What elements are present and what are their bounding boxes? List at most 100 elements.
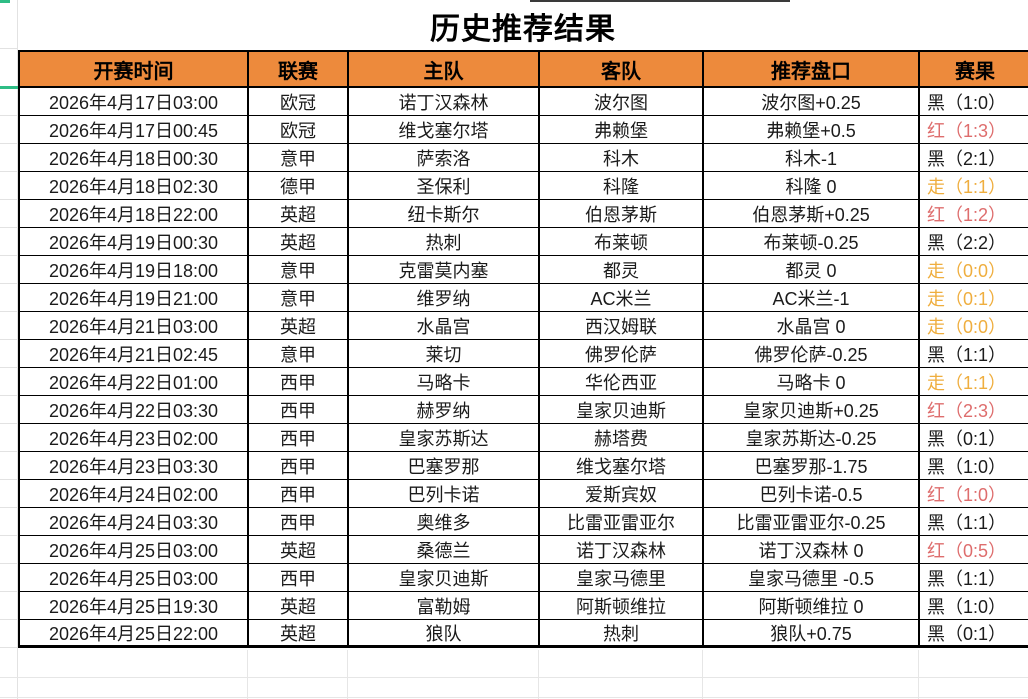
cell-league[interactable]: 欧冠 — [249, 88, 349, 115]
cell-home[interactable]: 桑德兰 — [349, 536, 540, 563]
cell-away[interactable]: 赫塔费 — [540, 424, 704, 451]
cell-league[interactable]: 意甲 — [249, 144, 349, 171]
cell-result[interactable]: 走（0:1） — [927, 288, 1007, 309]
cell-home[interactable]: 莱切 — [349, 340, 540, 367]
cell-away[interactable]: 波尔图 — [540, 88, 704, 115]
cell-handicap[interactable]: 水晶宫 0 — [704, 312, 920, 339]
cell-time[interactable]: 2026年4月25日03:00 — [20, 536, 249, 563]
cell-league[interactable]: 意甲 — [249, 256, 349, 283]
cell-result[interactable]: 黑（2:1） — [927, 148, 1007, 169]
cell-time[interactable]: 2026年4月24日03:30 — [20, 508, 249, 535]
cell-home[interactable]: 马略卡 — [349, 368, 540, 395]
cell-home[interactable]: 萨索洛 — [349, 144, 540, 171]
cell-time[interactable]: 2026年4月25日22:00 — [20, 620, 249, 645]
cell-time[interactable]: 2026年4月23日02:00 — [20, 424, 249, 451]
cell-time[interactable]: 2026年4月23日03:30 — [20, 452, 249, 479]
cell-home[interactable]: 诺丁汉森林 — [349, 88, 540, 115]
cell-away[interactable]: 热刺 — [540, 620, 704, 645]
cell-result[interactable]: 红（1:0） — [927, 484, 1007, 505]
cell-away[interactable]: AC米兰 — [540, 284, 704, 311]
cell-home[interactable]: 纽卡斯尔 — [349, 200, 540, 227]
header-cell-away[interactable]: 客队 — [540, 52, 704, 86]
cell-result[interactable]: 红（1:3） — [927, 120, 1007, 141]
cell-away[interactable]: 阿斯顿维拉 — [540, 592, 704, 619]
cell-time[interactable]: 2026年4月22日03:30 — [20, 396, 249, 423]
cell-away[interactable]: 诺丁汉森林 — [540, 536, 704, 563]
cell-time[interactable]: 2026年4月19日21:00 — [20, 284, 249, 311]
cell-league[interactable]: 西甲 — [249, 480, 349, 507]
cell-home[interactable]: 狼队 — [349, 620, 540, 645]
cell-away[interactable]: 西汉姆联 — [540, 312, 704, 339]
cell-handicap[interactable]: 狼队+0.75 — [704, 620, 920, 645]
cell-away[interactable]: 弗赖堡 — [540, 116, 704, 143]
cell-result[interactable]: 走（1:1） — [927, 372, 1007, 393]
cell-away[interactable]: 皇家贝迪斯 — [540, 396, 704, 423]
cell-result[interactable]: 走（0:0） — [927, 316, 1007, 337]
cell-handicap[interactable]: 科隆 0 — [704, 172, 920, 199]
cell-away[interactable]: 比雷亚雷亚尔 — [540, 508, 704, 535]
cell-away[interactable]: 伯恩茅斯 — [540, 200, 704, 227]
cell-away[interactable]: 科隆 — [540, 172, 704, 199]
cell-handicap[interactable]: 比雷亚雷亚尔-0.25 — [704, 508, 920, 535]
cell-league[interactable]: 英超 — [249, 536, 349, 563]
cell-home[interactable]: 富勒姆 — [349, 592, 540, 619]
cell-result[interactable]: 红（2:3） — [927, 400, 1007, 421]
cell-league[interactable]: 西甲 — [249, 424, 349, 451]
cell-home[interactable]: 克雷莫内塞 — [349, 256, 540, 283]
cell-result[interactable]: 黑（1:1） — [927, 344, 1007, 365]
cell-handicap[interactable]: 伯恩茅斯+0.25 — [704, 200, 920, 227]
cell-league[interactable]: 西甲 — [249, 508, 349, 535]
cell-home[interactable]: 维戈塞尔塔 — [349, 116, 540, 143]
cell-league[interactable]: 西甲 — [249, 396, 349, 423]
cell-home[interactable]: 皇家贝迪斯 — [349, 564, 540, 591]
cell-home[interactable]: 皇家苏斯达 — [349, 424, 540, 451]
cell-away[interactable]: 布莱顿 — [540, 228, 704, 255]
cell-time[interactable]: 2026年4月24日02:00 — [20, 480, 249, 507]
cell-away[interactable]: 都灵 — [540, 256, 704, 283]
cell-result[interactable]: 黑（1:0） — [927, 456, 1007, 477]
cell-time[interactable]: 2026年4月25日03:00 — [20, 564, 249, 591]
header-cell-time[interactable]: 开赛时间 — [20, 52, 249, 86]
cell-away[interactable]: 科木 — [540, 144, 704, 171]
cell-time[interactable]: 2026年4月22日01:00 — [20, 368, 249, 395]
cell-handicap[interactable]: 都灵 0 — [704, 256, 920, 283]
cell-handicap[interactable]: 巴列卡诺-0.5 — [704, 480, 920, 507]
cell-away[interactable]: 皇家马德里 — [540, 564, 704, 591]
cell-handicap[interactable]: 波尔图+0.25 — [704, 88, 920, 115]
cell-home[interactable]: 热刺 — [349, 228, 540, 255]
cell-home[interactable]: 圣保利 — [349, 172, 540, 199]
cell-handicap[interactable]: 阿斯顿维拉 0 — [704, 592, 920, 619]
cell-result[interactable]: 红（1:2） — [927, 204, 1007, 225]
header-cell-handicap[interactable]: 推荐盘口 — [704, 52, 920, 86]
cell-league[interactable]: 西甲 — [249, 368, 349, 395]
cell-home[interactable]: 巴塞罗那 — [349, 452, 540, 479]
cell-league[interactable]: 英超 — [249, 228, 349, 255]
cell-league[interactable]: 英超 — [249, 620, 349, 645]
cell-league[interactable]: 英超 — [249, 592, 349, 619]
cell-time[interactable]: 2026年4月17日00:45 — [20, 116, 249, 143]
cell-time[interactable]: 2026年4月21日03:00 — [20, 312, 249, 339]
cell-league[interactable]: 德甲 — [249, 172, 349, 199]
cell-result[interactable]: 黑（0:1） — [927, 428, 1007, 449]
cell-result[interactable]: 黑（1:0） — [927, 92, 1007, 113]
cell-home[interactable]: 赫罗纳 — [349, 396, 540, 423]
cell-home[interactable]: 水晶宫 — [349, 312, 540, 339]
cell-away[interactable]: 佛罗伦萨 — [540, 340, 704, 367]
cell-time[interactable]: 2026年4月25日19:30 — [20, 592, 249, 619]
cell-home[interactable]: 维罗纳 — [349, 284, 540, 311]
cell-time[interactable]: 2026年4月18日00:30 — [20, 144, 249, 171]
cell-handicap[interactable]: 诺丁汉森林 0 — [704, 536, 920, 563]
cell-result[interactable]: 黑（1:1） — [927, 512, 1007, 533]
cell-handicap[interactable]: 马略卡 0 — [704, 368, 920, 395]
cell-handicap[interactable]: 弗赖堡+0.5 — [704, 116, 920, 143]
cell-league[interactable]: 欧冠 — [249, 116, 349, 143]
cell-handicap[interactable]: 布莱顿-0.25 — [704, 228, 920, 255]
cell-time[interactable]: 2026年4月18日22:00 — [20, 200, 249, 227]
cell-time[interactable]: 2026年4月18日02:30 — [20, 172, 249, 199]
cell-away[interactable]: 维戈塞尔塔 — [540, 452, 704, 479]
cell-handicap[interactable]: 巴塞罗那-1.75 — [704, 452, 920, 479]
header-cell-result[interactable]: 赛果 — [920, 52, 1028, 86]
cell-time[interactable]: 2026年4月19日18:00 — [20, 256, 249, 283]
cell-result[interactable]: 走（1:1） — [927, 176, 1007, 197]
cell-handicap[interactable]: 科木-1 — [704, 144, 920, 171]
